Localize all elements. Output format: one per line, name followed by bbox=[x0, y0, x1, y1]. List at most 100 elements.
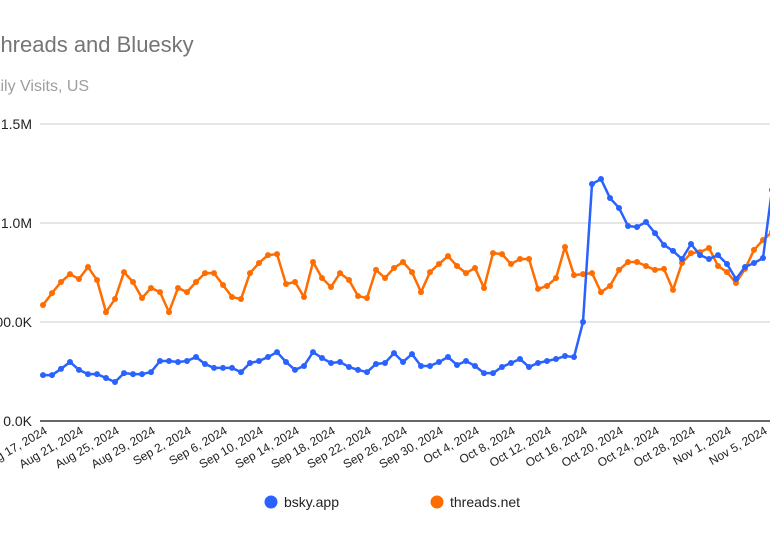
data-point[interactable] bbox=[643, 219, 649, 226]
data-point[interactable] bbox=[715, 262, 721, 269]
data-point[interactable] bbox=[76, 366, 82, 373]
data-point[interactable] bbox=[481, 370, 487, 377]
data-point[interactable] bbox=[328, 283, 334, 290]
data-point[interactable] bbox=[67, 358, 73, 365]
data-point[interactable] bbox=[418, 362, 424, 369]
data-point[interactable] bbox=[463, 358, 469, 365]
data-point[interactable] bbox=[616, 266, 622, 273]
data-point[interactable] bbox=[499, 363, 505, 370]
data-point[interactable] bbox=[49, 372, 55, 379]
data-point[interactable] bbox=[373, 360, 379, 367]
data-point[interactable] bbox=[175, 284, 181, 291]
data-point[interactable] bbox=[661, 265, 667, 272]
data-point[interactable] bbox=[94, 277, 100, 284]
data-point[interactable] bbox=[535, 359, 541, 366]
data-point[interactable] bbox=[220, 364, 226, 371]
data-point[interactable] bbox=[148, 284, 154, 291]
data-point[interactable] bbox=[139, 295, 145, 302]
data-point[interactable] bbox=[364, 369, 370, 376]
data-point[interactable] bbox=[571, 272, 577, 279]
data-point[interactable] bbox=[256, 259, 262, 266]
data-point[interactable] bbox=[508, 260, 514, 267]
data-point[interactable] bbox=[184, 358, 190, 365]
data-point[interactable] bbox=[364, 295, 370, 302]
data-point[interactable] bbox=[301, 294, 307, 301]
data-point[interactable] bbox=[652, 266, 658, 273]
data-point[interactable] bbox=[337, 358, 343, 365]
data-point[interactable] bbox=[427, 269, 433, 276]
data-point[interactable] bbox=[184, 289, 190, 296]
data-point[interactable] bbox=[400, 259, 406, 266]
data-point[interactable] bbox=[265, 252, 271, 259]
data-point[interactable] bbox=[274, 251, 280, 258]
data-point[interactable] bbox=[688, 240, 694, 247]
data-point[interactable] bbox=[508, 359, 514, 366]
data-point[interactable] bbox=[625, 259, 631, 266]
data-point[interactable] bbox=[472, 362, 478, 369]
data-point[interactable] bbox=[706, 244, 712, 251]
data-point[interactable] bbox=[139, 371, 145, 378]
data-point[interactable] bbox=[409, 269, 415, 276]
data-point[interactable] bbox=[157, 358, 163, 365]
data-point[interactable] bbox=[553, 275, 559, 282]
data-point[interactable] bbox=[310, 259, 316, 266]
data-point[interactable] bbox=[274, 349, 280, 356]
data-point[interactable] bbox=[562, 353, 568, 360]
data-point[interactable] bbox=[346, 277, 352, 284]
data-point[interactable] bbox=[193, 354, 199, 361]
data-point[interactable] bbox=[58, 365, 64, 372]
data-point[interactable] bbox=[544, 282, 550, 289]
data-point[interactable] bbox=[301, 362, 307, 369]
data-point[interactable] bbox=[40, 301, 46, 308]
data-point[interactable] bbox=[544, 358, 550, 365]
data-point[interactable] bbox=[454, 361, 460, 368]
data-point[interactable] bbox=[85, 371, 91, 378]
data-point[interactable] bbox=[418, 289, 424, 296]
data-point[interactable] bbox=[589, 180, 595, 187]
data-point[interactable] bbox=[724, 269, 730, 276]
data-point[interactable] bbox=[499, 251, 505, 258]
data-point[interactable] bbox=[616, 204, 622, 211]
data-point[interactable] bbox=[382, 359, 388, 366]
data-point[interactable] bbox=[211, 270, 217, 277]
data-point[interactable] bbox=[652, 230, 658, 237]
data-point[interactable] bbox=[436, 358, 442, 365]
data-point[interactable] bbox=[112, 378, 118, 385]
data-point[interactable] bbox=[202, 360, 208, 367]
data-point[interactable] bbox=[517, 356, 523, 363]
data-point[interactable] bbox=[625, 222, 631, 229]
data-point[interactable] bbox=[553, 356, 559, 363]
data-point[interactable] bbox=[490, 250, 496, 257]
data-point[interactable] bbox=[445, 253, 451, 260]
data-point[interactable] bbox=[517, 256, 523, 263]
data-point[interactable] bbox=[121, 370, 127, 377]
data-point[interactable] bbox=[130, 279, 136, 286]
data-point[interactable] bbox=[247, 270, 253, 277]
data-point[interactable] bbox=[634, 223, 640, 230]
data-point[interactable] bbox=[256, 358, 262, 365]
data-point[interactable] bbox=[571, 354, 577, 361]
data-point[interactable] bbox=[283, 358, 289, 365]
data-point[interactable] bbox=[751, 246, 757, 253]
data-point[interactable] bbox=[562, 243, 568, 250]
data-point[interactable] bbox=[589, 270, 595, 277]
data-point[interactable] bbox=[94, 371, 100, 378]
data-point[interactable] bbox=[229, 294, 235, 301]
data-point[interactable] bbox=[679, 256, 685, 263]
data-point[interactable] bbox=[76, 276, 82, 283]
data-point[interactable] bbox=[490, 370, 496, 377]
data-point[interactable] bbox=[607, 282, 613, 289]
data-point[interactable] bbox=[202, 270, 208, 277]
data-point[interactable] bbox=[760, 255, 766, 262]
data-point[interactable] bbox=[706, 256, 712, 263]
data-point[interactable] bbox=[634, 259, 640, 266]
data-point[interactable] bbox=[427, 362, 433, 369]
data-point[interactable] bbox=[40, 372, 46, 379]
data-point[interactable] bbox=[85, 263, 91, 270]
data-point[interactable] bbox=[607, 195, 613, 202]
data-point[interactable] bbox=[373, 266, 379, 273]
data-point[interactable] bbox=[733, 276, 739, 283]
data-point[interactable] bbox=[643, 262, 649, 269]
data-point[interactable] bbox=[112, 296, 118, 303]
data-point[interactable] bbox=[328, 359, 334, 366]
